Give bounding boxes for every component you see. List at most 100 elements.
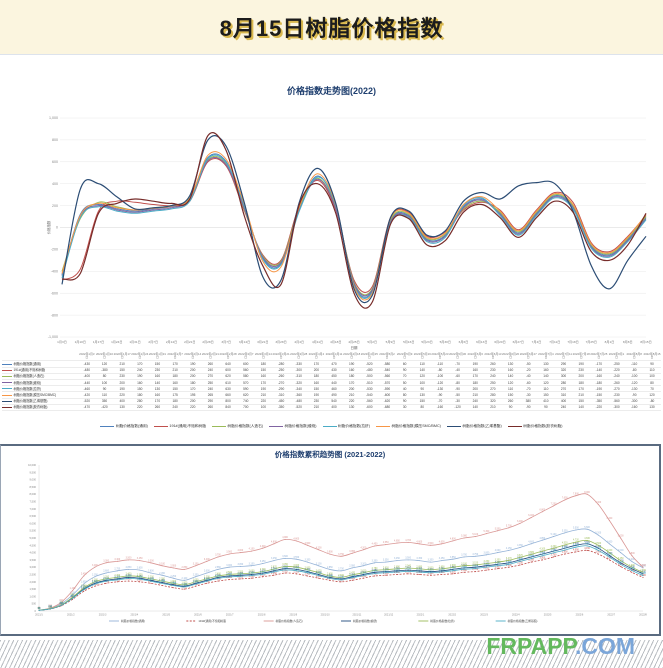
svg-text:2,200: 2,200 xyxy=(148,576,154,578)
svg-text:2,800: 2,800 xyxy=(405,568,411,570)
cumulative-series-0: 551805001,1001,8502,3502,6002,7502,8502,… xyxy=(38,527,647,611)
table-cell: 320 xyxy=(554,367,573,374)
table-cell: -20 xyxy=(519,367,538,374)
table-cell: -620 xyxy=(378,398,396,405)
table-cell: 180 xyxy=(307,373,326,381)
table-cell: 210 xyxy=(166,367,184,374)
svg-text:2,000: 2,000 xyxy=(193,579,199,581)
svg-text:4,720: 4,720 xyxy=(573,540,579,542)
svg-text:2,570: 2,570 xyxy=(372,571,378,573)
table-cell: 540 xyxy=(325,398,343,405)
table-cell: 180 xyxy=(466,379,485,387)
svg-text:1,580: 1,580 xyxy=(81,586,87,588)
svg-text:2,100: 2,100 xyxy=(349,578,355,580)
table-cell: -560 xyxy=(360,398,379,405)
svg-text:4,000: 4,000 xyxy=(30,551,37,555)
table-cell: 30 xyxy=(395,404,414,411)
table-cell: -80 xyxy=(643,398,661,405)
svg-text:7,200: 7,200 xyxy=(551,503,557,505)
table-col-header: 2022年1月3日 xyxy=(78,352,96,362)
table-cell: 440 xyxy=(325,379,343,387)
svg-text:2022/8: 2022/8 xyxy=(639,614,647,617)
svg-text:2,400: 2,400 xyxy=(327,574,333,576)
table-cell: 100 xyxy=(413,379,432,387)
svg-text:3,780: 3,780 xyxy=(539,553,545,555)
table-cell: 140 xyxy=(413,367,432,374)
table-cell: 580 xyxy=(236,373,255,381)
svg-text:2,250: 2,250 xyxy=(170,576,176,578)
table-cell: -240 xyxy=(607,373,626,381)
svg-text:870: 870 xyxy=(71,596,76,598)
legend-swatch xyxy=(100,426,115,427)
svg-text:3,450: 3,450 xyxy=(394,558,400,560)
svg-text:2,350: 2,350 xyxy=(137,574,143,576)
svg-text:树脂价格指数(拉挤): 树脂价格指数(拉挤) xyxy=(430,619,454,623)
table-cell: 170 xyxy=(307,360,326,368)
svg-text:4,350: 4,350 xyxy=(517,545,523,547)
svg-text:420: 420 xyxy=(59,602,64,604)
svg-text:4,300: 4,300 xyxy=(562,546,568,548)
svg-text:4,050: 4,050 xyxy=(573,549,579,551)
svg-text:2,750: 2,750 xyxy=(114,568,120,570)
svg-text:2,500: 2,500 xyxy=(226,572,232,574)
svg-text:4,450: 4,450 xyxy=(372,544,378,546)
table-col-header: 2022年3月28日 xyxy=(289,352,308,362)
table-cell: 120 xyxy=(643,391,661,399)
table-cell: 180 xyxy=(183,379,202,387)
svg-text:3,400: 3,400 xyxy=(517,559,523,561)
svg-text:2,670: 2,670 xyxy=(439,570,445,572)
svg-text:160: 160 xyxy=(48,606,53,608)
table-cell: 240 xyxy=(484,373,502,381)
table-cell: 240 xyxy=(166,404,184,411)
table-col-header: 2022年1月17日 xyxy=(113,352,131,362)
svg-text:2,230: 2,230 xyxy=(126,576,132,578)
svg-text:2,550: 2,550 xyxy=(237,571,243,573)
svg-text:1,000: 1,000 xyxy=(49,116,58,120)
table-cell: -270 xyxy=(607,385,626,393)
table-cell: 240 xyxy=(554,404,573,411)
series-swatch xyxy=(2,407,12,408)
table-cell: 200 xyxy=(183,398,202,405)
table-col-header: 2022年4月11日 xyxy=(325,352,343,362)
legend-label: 树脂价格指数(乙烯基酯) xyxy=(462,424,502,428)
svg-text:2,750: 2,750 xyxy=(439,568,445,570)
svg-text:50: 50 xyxy=(38,608,41,610)
svg-text:2,950: 2,950 xyxy=(640,566,646,568)
svg-text:3,900: 3,900 xyxy=(327,552,333,554)
svg-text:4,200: 4,200 xyxy=(360,547,366,549)
table-cell: -90 xyxy=(431,391,449,399)
svg-text:2,380: 2,380 xyxy=(237,574,243,576)
legend-swatch xyxy=(446,426,461,427)
svg-text:3,700: 3,700 xyxy=(528,555,534,557)
svg-text:3,450: 3,450 xyxy=(439,558,445,560)
svg-text:3,000: 3,000 xyxy=(293,565,299,567)
table-cell: -50 xyxy=(519,360,538,368)
table-cell: -30 xyxy=(519,391,538,399)
svg-text:6,000: 6,000 xyxy=(30,521,37,525)
svg-text:4,600: 4,600 xyxy=(584,541,590,543)
svg-text:2,940: 2,940 xyxy=(405,566,411,568)
svg-text:2,600: 2,600 xyxy=(204,571,210,573)
table-cell: 240 xyxy=(466,398,485,405)
svg-text:4,460: 4,460 xyxy=(584,543,590,545)
table-cell: -300 xyxy=(607,404,626,411)
table-cell: 80 xyxy=(395,391,414,399)
table-col-header: 2022年5月9日 xyxy=(395,352,414,362)
svg-text:树脂价格指数(乙烯基酯): 树脂价格指数(乙烯基酯) xyxy=(508,619,538,623)
legend-item: 树脂价格指数(模压SMC/BMC) xyxy=(375,424,441,429)
table-col-header: 2022年7月4日 xyxy=(537,352,555,362)
svg-text:2,600: 2,600 xyxy=(282,571,288,573)
legend-item: 树脂价格指数(通用) xyxy=(100,424,148,429)
svg-text:2,280: 2,280 xyxy=(349,575,355,577)
svg-text:2021/5: 2021/5 xyxy=(162,614,170,617)
svg-text:3,300: 3,300 xyxy=(103,560,109,562)
table-cell: 90 xyxy=(95,385,114,393)
table-cell: -80 xyxy=(625,367,643,374)
table-cell: -40 xyxy=(519,373,538,381)
table-cell: 140 xyxy=(537,373,555,381)
svg-text:3,670: 3,670 xyxy=(517,555,523,557)
svg-text:2,700: 2,700 xyxy=(428,569,434,571)
svg-text:390: 390 xyxy=(59,603,64,605)
table-col-header: 2022年3月7日 xyxy=(236,352,255,362)
svg-text:5月16日: 5月16日 xyxy=(403,340,414,344)
